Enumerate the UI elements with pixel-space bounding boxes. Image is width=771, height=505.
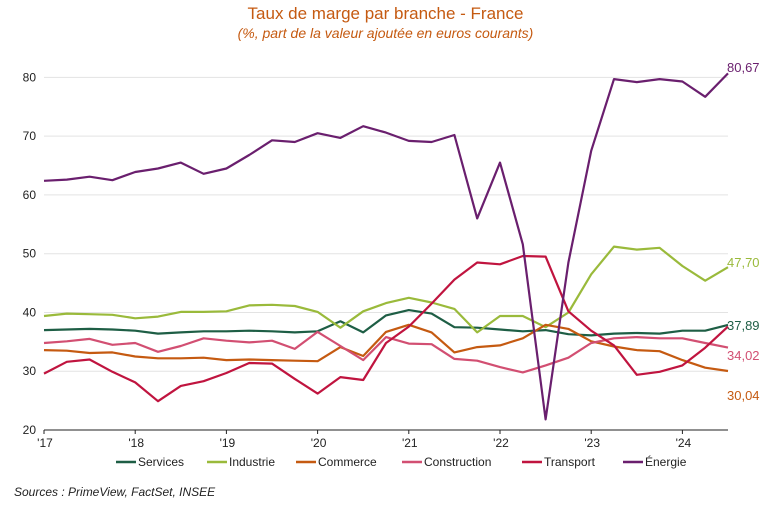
legend-label: Énergie: [645, 454, 687, 469]
series-lines: [43, 72, 729, 421]
legend-label: Construction: [424, 455, 491, 469]
legend-label: Industrie: [229, 455, 275, 469]
series-line-construction: [43, 330, 729, 374]
legend: Services Industrie Commerce Construction Tra…: [116, 454, 687, 469]
x-axis: '17 '18 '19 '20 '21 '22 '23 '24: [37, 429, 728, 450]
y-tick-label: 60: [23, 188, 37, 202]
x-tick-label: '23: [584, 436, 600, 450]
y-tick-label: 70: [23, 129, 37, 143]
end-label: 34,02: [727, 348, 760, 363]
series-line-industrie: [43, 245, 729, 334]
y-tick-label: 30: [23, 364, 37, 378]
x-tick-label: '19: [220, 436, 236, 450]
chart-title: Taux de marge par branche - France: [247, 4, 524, 23]
y-tick-label: 40: [23, 305, 37, 319]
end-labels: 37,89 47,70 30,04 34,02 80,67: [727, 60, 760, 403]
end-label: 37,89: [727, 318, 760, 333]
end-label: 80,67: [727, 60, 760, 75]
gridlines: [44, 76, 728, 372]
series-line-services: [43, 309, 729, 337]
end-label: 47,70: [727, 255, 760, 270]
y-tick-label: 20: [23, 423, 37, 437]
y-axis: 20 30 40 50 60 70 80: [23, 70, 37, 437]
legend-label: Commerce: [318, 455, 377, 469]
x-tick-label: '22: [493, 436, 509, 450]
x-tick-label: '21: [402, 436, 418, 450]
series-line-transport: [43, 254, 729, 403]
y-tick-label: 80: [23, 70, 37, 84]
end-label: 30,04: [727, 388, 760, 403]
chart-source: Sources : PrimeView, FactSet, INSEE: [14, 485, 216, 499]
chart-subtitle: (%, part de la valeur ajoutée en euros c…: [237, 25, 534, 41]
x-tick-label: '17: [37, 436, 53, 450]
series-line-énergie: [43, 72, 729, 421]
y-tick-label: 50: [23, 247, 37, 261]
x-tick-label: '20: [311, 436, 327, 450]
x-tick-label: '18: [128, 436, 144, 450]
legend-label: Transport: [544, 455, 596, 469]
x-tick-label: '24: [676, 436, 692, 450]
legend-label: Services: [138, 455, 184, 469]
